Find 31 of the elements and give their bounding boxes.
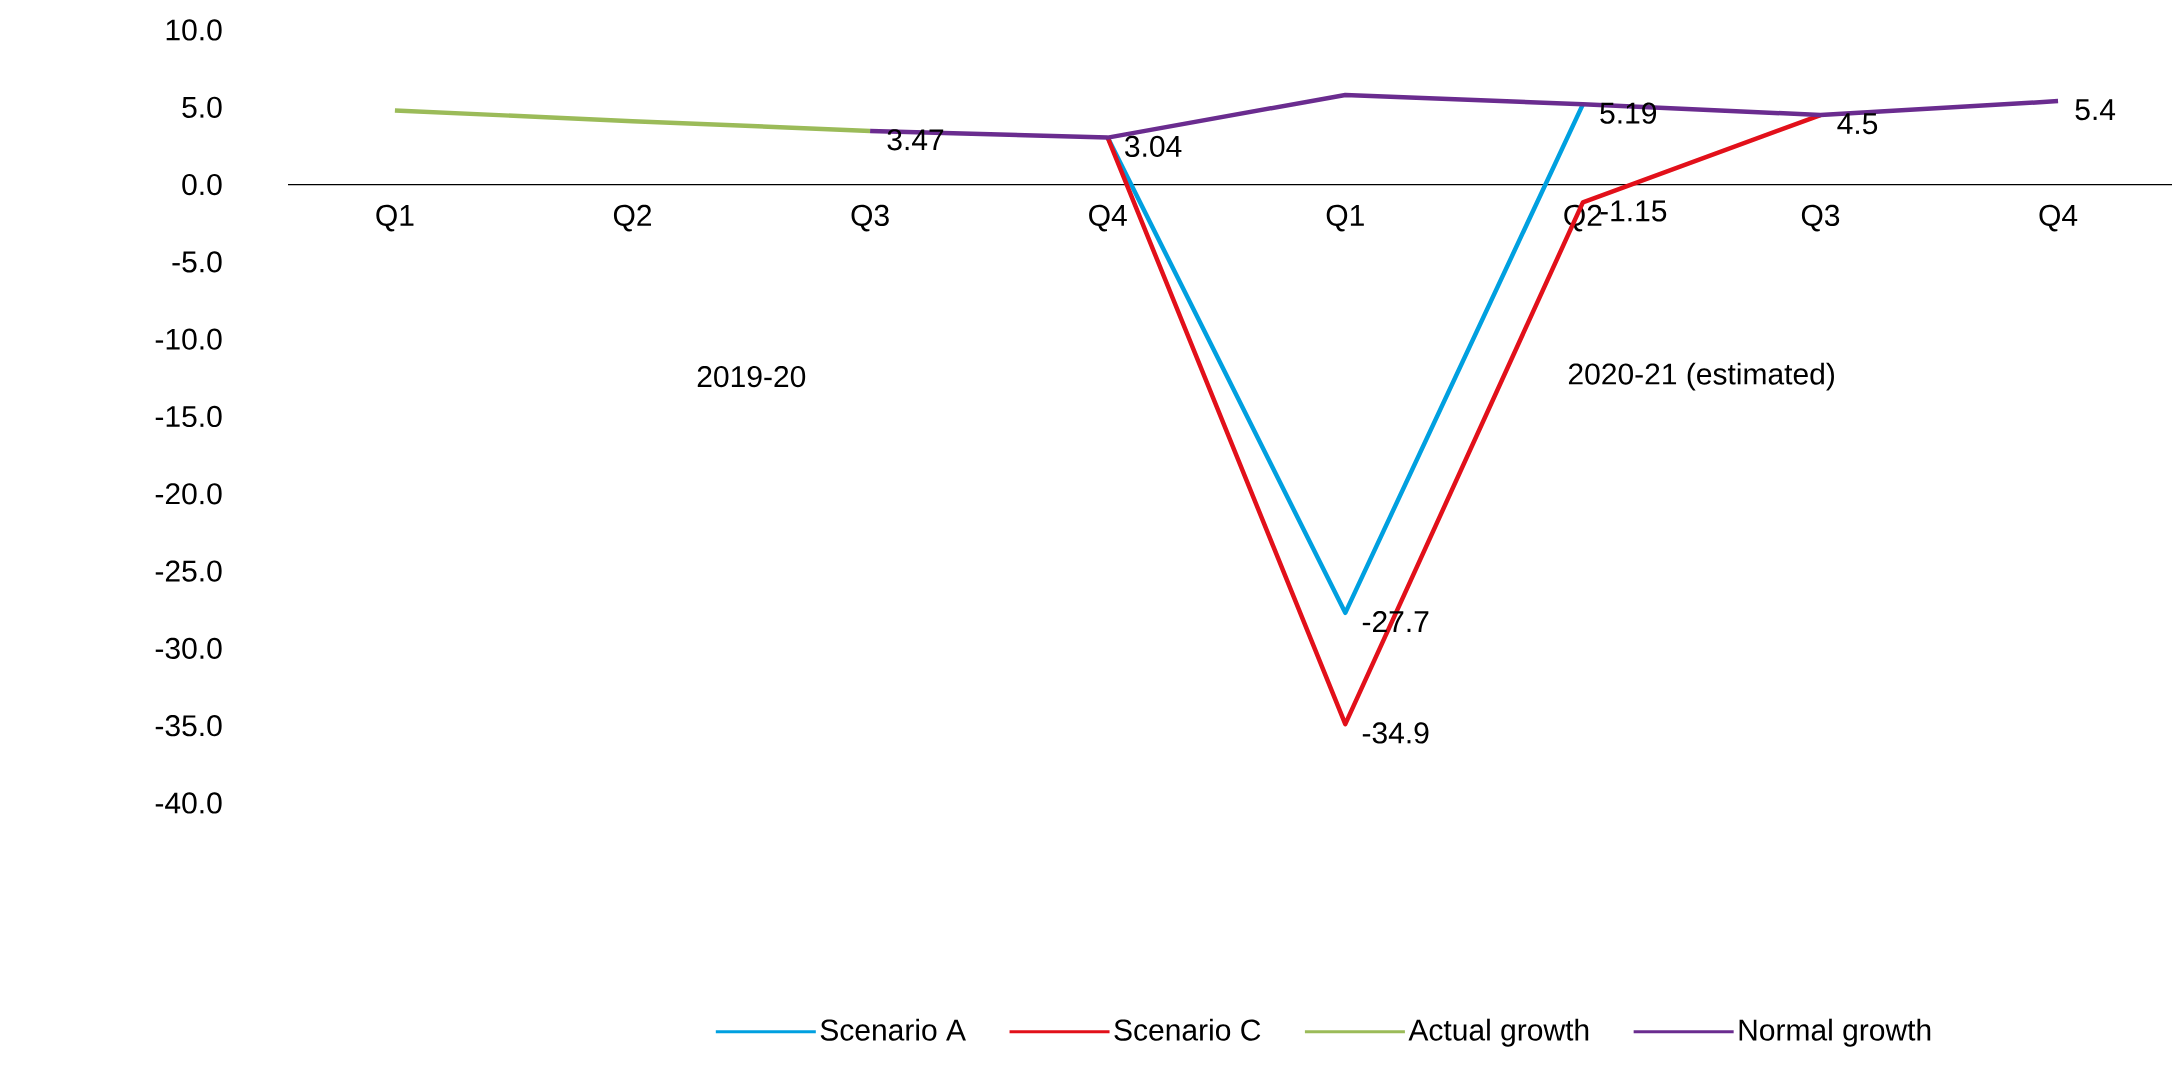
y-tick-label: 10.0 (166, 19, 222, 41)
x-tick-label: Q3 (851, 204, 889, 232)
y-tick-label: -15.0 (155, 405, 222, 428)
data-label: 3.47 (887, 129, 944, 151)
y-tick-label: -20.0 (155, 483, 222, 505)
x-tick-label: Q1 (1326, 204, 1364, 232)
legend-label: Actual growth (1408, 1018, 1589, 1047)
y-tick-label: -5.0 (172, 251, 222, 273)
x-tick-label: Q3 (1801, 204, 1840, 232)
y-tick-label: -25.0 (155, 560, 222, 582)
annotation: 2020-21 (estimated) (1568, 362, 1834, 391)
data-label: -34.9 (1362, 722, 1429, 744)
y-tick-label: -10.0 (155, 328, 222, 350)
y-tick-label: 0.0 (182, 173, 222, 196)
data-label: 4.5 (1837, 113, 1878, 135)
legend-label: Normal growth (1739, 1018, 1931, 1047)
y-tick-label: 5.0 (182, 96, 222, 118)
data-label: 3.04 (1125, 135, 1182, 158)
legend-label: Scenario C (1114, 1018, 1261, 1041)
x-tick-label: Q4 (2039, 204, 2078, 232)
data-label: 5.4 (2075, 99, 2116, 121)
data-label: 5.19 (1600, 102, 1657, 124)
y-tick-label: -40.0 (155, 792, 222, 814)
annotation: 2019-20 (697, 365, 806, 388)
y-tick-label: -30.0 (155, 637, 222, 660)
data-label: -1.15 (1600, 200, 1667, 222)
y-tick-label: -35.0 (155, 715, 222, 737)
x-tick-label: Q1 (376, 204, 414, 232)
x-tick-label: Q2 (613, 204, 652, 232)
legend-label: Scenario A (820, 1018, 966, 1041)
x-tick-label: Q4 (1089, 204, 1127, 232)
